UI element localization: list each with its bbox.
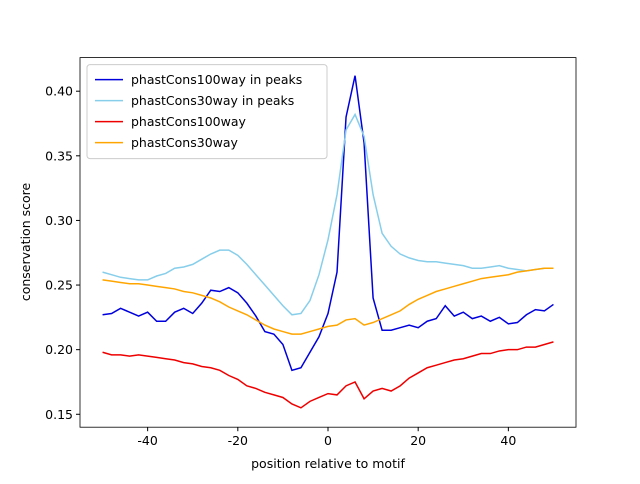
legend-box: [86, 64, 328, 160]
x-tick-label: 40: [500, 433, 516, 448]
y-tick-label: 0.35: [45, 148, 73, 163]
plot-frame: [79, 57, 577, 428]
line: [102, 112, 554, 316]
line: [102, 75, 554, 372]
y-tick-label: 0.30: [45, 213, 73, 228]
x-tick-label: -40: [137, 433, 157, 448]
line: [102, 267, 554, 335]
x-tick-label: 20: [410, 433, 426, 448]
y-tick-label: 0.15: [45, 407, 73, 422]
x-tick-label: 0: [324, 433, 332, 448]
legend-label: phastCons100way: [131, 114, 246, 129]
y-tick-label: 0.40: [45, 84, 73, 99]
legend-label: phastCons100way in peaks: [131, 72, 302, 87]
legend-label: phastCons30way: [131, 135, 239, 150]
y-axis-label: conservation score: [18, 183, 33, 302]
x-tick-label: -20: [228, 433, 248, 448]
x-axis-label: position relative to motif: [251, 456, 405, 471]
line: [102, 341, 554, 409]
y-tick-label: 0.20: [45, 342, 73, 357]
legend-label: phastCons30way in peaks: [131, 93, 294, 108]
y-tick-label: 0.25: [45, 278, 73, 293]
